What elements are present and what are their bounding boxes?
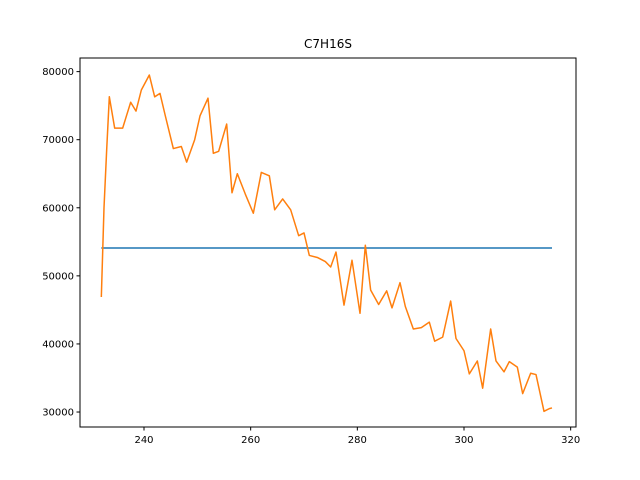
y-tick-label: 50000 (42, 271, 74, 282)
axis-ticks: 240 260 280 300 320 30000 40000 50000 60000 70000… (42, 67, 580, 446)
series-line-2 (100, 74, 553, 413)
plot-area-lines (100, 74, 553, 413)
y-tick-label: 80000 (42, 67, 74, 78)
y-tick-label: 30000 (42, 408, 74, 419)
x-tick-label: 300 (454, 435, 473, 446)
y-tick-label: 40000 (42, 339, 74, 350)
chart-title: C7H16S (304, 37, 352, 51)
plot-frame (79, 57, 577, 428)
x-tick-label: 280 (348, 435, 367, 446)
x-tick-label: 240 (134, 435, 153, 446)
x-tick-label: 260 (241, 435, 260, 446)
x-tick-label: 320 (561, 435, 580, 446)
y-tick-label: 60000 (42, 203, 74, 214)
y-tick-label: 70000 (42, 135, 74, 146)
